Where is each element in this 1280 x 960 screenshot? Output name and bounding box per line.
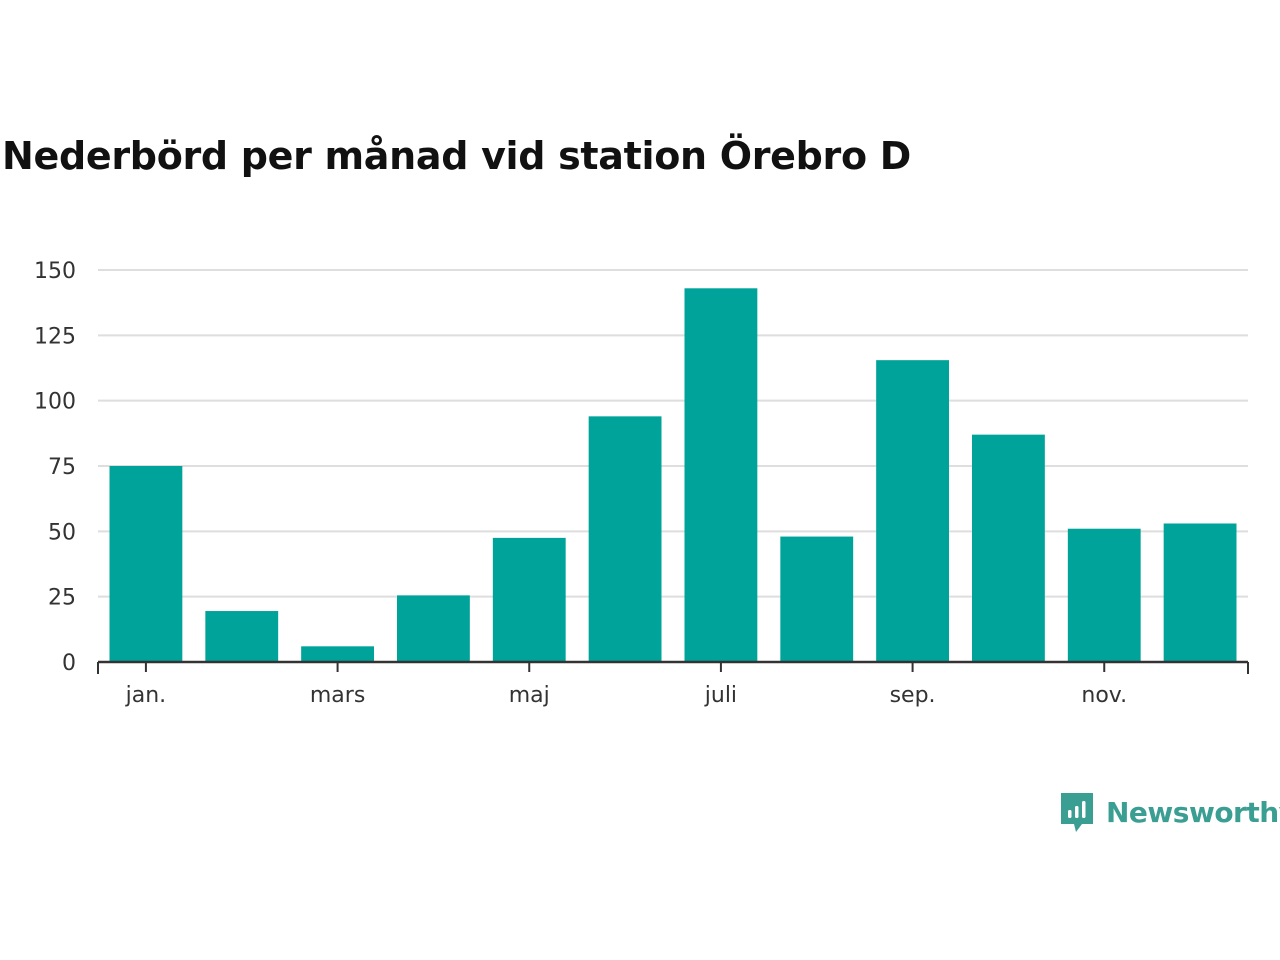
bar-jan. — [109, 466, 183, 662]
bar-mars — [301, 646, 374, 662]
bar-maj — [492, 537, 566, 662]
x-tick-label: mars — [310, 683, 365, 708]
y-tick-label: 25 — [48, 586, 76, 611]
bar-dec. — [1163, 523, 1237, 662]
bar-nov. — [1067, 528, 1141, 662]
bar-okt. — [972, 434, 1045, 662]
bar-aug. — [780, 536, 854, 662]
x-tick-label: maj — [509, 683, 550, 708]
chart-title: Nederbörd per månad vid station Örebro D — [2, 134, 911, 178]
newsworthy-logo-icon — [1061, 793, 1093, 832]
y-tick-label: 150 — [34, 259, 76, 284]
grid-lines — [98, 269, 1248, 598]
bar-juni — [588, 416, 662, 662]
bar-juli — [684, 288, 758, 662]
x-tick-label: jan. — [125, 683, 167, 708]
x-tick-label: nov. — [1081, 683, 1127, 708]
y-axis-labels: 0 25 50 75 100 125 150 — [34, 259, 76, 676]
y-tick-label: 125 — [34, 324, 76, 349]
y-tick-label: 50 — [48, 520, 76, 545]
y-tick-label: 75 — [48, 455, 76, 480]
x-tick-label: sep. — [890, 683, 936, 708]
bars — [109, 288, 1237, 662]
logo-text: Newsworthy — [1106, 795, 1280, 829]
y-tick-label: 0 — [62, 651, 76, 676]
bar-apr. — [397, 595, 470, 662]
newsworthy-logo: Newsworthy — [1058, 790, 1280, 834]
bar-sep. — [876, 360, 949, 662]
x-axis: jan. mars maj juli sep. nov. — [97, 660, 1249, 708]
x-tick-label: juli — [704, 683, 737, 708]
y-tick-label: 100 — [34, 390, 76, 415]
bar-feb. — [205, 611, 279, 662]
